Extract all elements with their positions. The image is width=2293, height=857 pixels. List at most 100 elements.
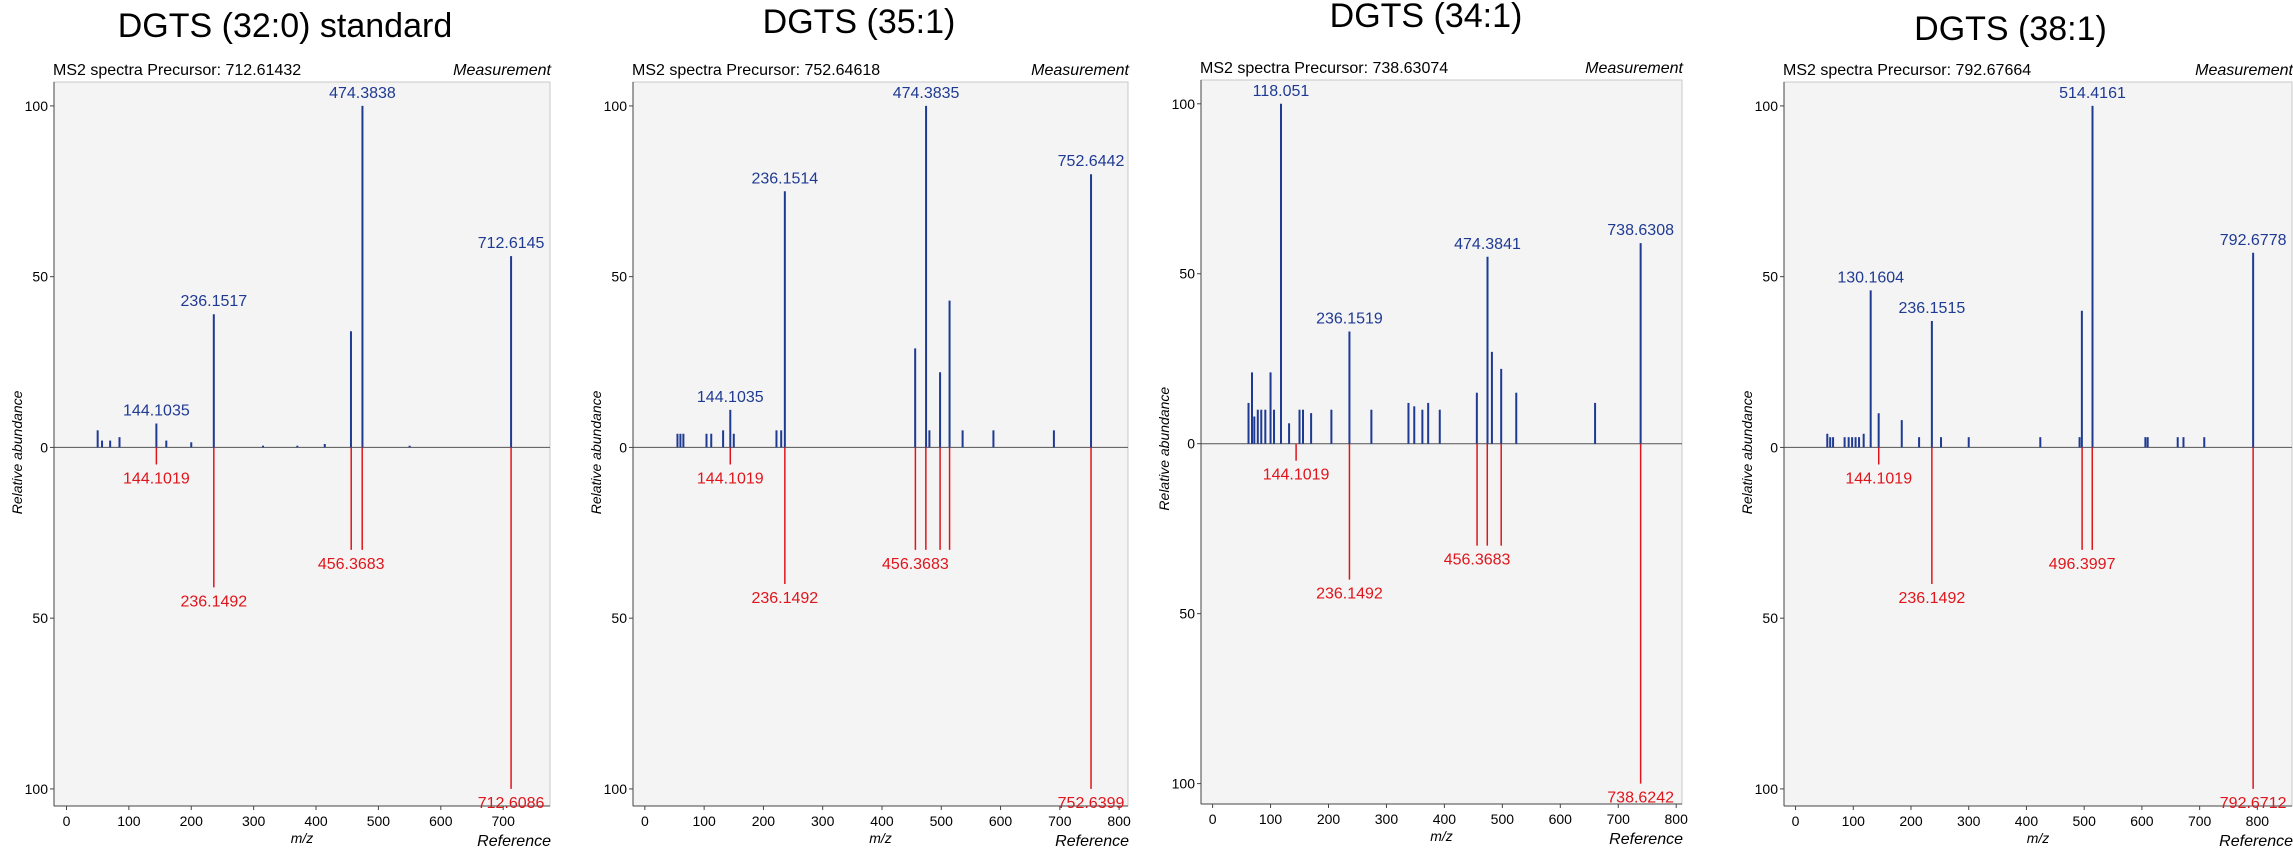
measurement-label: Measurement [2195, 62, 2293, 79]
y-axis-label: Relative abundance [1739, 390, 1755, 514]
x-tick-label: 100 [1259, 811, 1283, 827]
y-tick-label: 50 [32, 610, 48, 626]
panel-title: DGTS (38:1) [1914, 10, 2107, 48]
reference-peak-label: 456.3683 [318, 556, 385, 573]
measurement-peak-label: 792.6778 [2220, 232, 2287, 249]
x-axis-label: m/z [2027, 830, 2050, 846]
x-tick-label: 600 [429, 813, 453, 829]
y-axis-label: Relative abundance [9, 390, 25, 514]
measurement-peak-label: 752.6442 [1058, 153, 1125, 170]
x-tick-label: 400 [304, 813, 328, 829]
x-tick-label: 400 [870, 813, 894, 829]
y-tick-label: 100 [1172, 776, 1196, 792]
spectrum-panel-4: DGTS (38:1) MS2 spectra Precursor: 792.6… [1728, 0, 2293, 857]
x-tick-label: 100 [692, 813, 716, 829]
y-tick-label: 50 [1762, 610, 1778, 626]
x-tick-label: 300 [1375, 811, 1399, 827]
y-tick-label: 50 [1762, 269, 1778, 285]
y-axis-label: Relative abundance [1156, 387, 1172, 511]
panel-title: DGTS (34:1) [1329, 0, 1523, 35]
reference-peak-label: 236.1492 [1899, 590, 1966, 607]
reference-peak-label: 792.6712 [2220, 795, 2287, 812]
measurement-label: Measurement [1031, 62, 1129, 79]
y-tick-label: 100 [1755, 781, 1779, 797]
plot-area [1783, 81, 2293, 807]
y-tick-label: 0 [619, 439, 627, 455]
reference-peak-label: 144.1019 [697, 470, 764, 487]
precursor-label: MS2 spectra Precursor: 738.63074 [1200, 60, 1448, 77]
precursor-label: MS2 spectra Precursor: 752.64618 [632, 62, 880, 79]
measurement-peak-label: 130.1604 [1837, 269, 1904, 286]
x-tick-label: 100 [117, 813, 141, 829]
reference-peak-label: 144.1019 [1263, 467, 1330, 484]
panel-title: DGTS (35:1) [762, 3, 956, 41]
x-tick-label: 600 [2130, 813, 2154, 829]
x-tick-label: 800 [1665, 811, 1689, 827]
y-tick-label: 100 [604, 781, 628, 797]
spectrum-chart-3: MS2 spectra Precursor: 738.63074 Measurem… [1156, 60, 1689, 848]
spectrum-panel-1: DGTS (32:0) standard MS2 spectra Precurs… [0, 0, 570, 857]
x-tick-label: 400 [2015, 813, 2039, 829]
x-axis-label: m/z [291, 830, 314, 846]
measurement-peak-label: 712.6145 [478, 235, 545, 252]
x-tick-label: 800 [2246, 813, 2270, 829]
measurement-peak-label: 738.6308 [1607, 222, 1674, 239]
y-tick-label: 100 [1172, 96, 1196, 112]
reference-peak-label: 752.6399 [1058, 795, 1125, 812]
y-tick-label: 0 [1770, 439, 1778, 455]
x-tick-label: 0 [641, 813, 649, 829]
x-tick-label: 400 [1433, 811, 1457, 827]
x-tick-label: 100 [1842, 813, 1866, 829]
reference-label: Reference [1609, 831, 1683, 848]
y-tick-label: 100 [25, 781, 49, 797]
reference-peak-label: 144.1019 [123, 470, 190, 487]
measurement-peak-label: 236.1515 [1899, 300, 1966, 317]
x-tick-label: 700 [2188, 813, 2212, 829]
y-tick-label: 100 [1755, 98, 1779, 114]
measurement-label: Measurement [453, 62, 551, 79]
reference-peak-label: 456.3683 [1444, 552, 1511, 569]
spectrum-chart-1: MS2 spectra Precursor: 712.61432 Measurem… [9, 62, 552, 850]
measurement-peak-label: 474.3835 [893, 85, 960, 102]
reference-label: Reference [2219, 833, 2293, 850]
y-tick-label: 100 [604, 98, 628, 114]
x-tick-label: 800 [1107, 813, 1131, 829]
x-tick-label: 200 [752, 813, 776, 829]
measurement-peak-label: 236.1517 [180, 293, 247, 310]
y-tick-label: 50 [1179, 266, 1195, 282]
reference-peak-label: 712.6086 [478, 795, 545, 812]
reference-peak-label: 738.6242 [1607, 790, 1674, 807]
measurement-peak-label: 144.1035 [123, 403, 190, 420]
measurement-peak-label: 514.4161 [2059, 85, 2126, 102]
measurement-peak-label: 118.051 [1253, 83, 1310, 100]
reference-peak-label: 236.1492 [751, 590, 818, 607]
reference-peak-label: 236.1492 [180, 593, 247, 610]
measurement-peak-label: 474.3841 [1454, 236, 1521, 253]
x-tick-label: 500 [930, 813, 954, 829]
x-tick-label: 600 [989, 813, 1013, 829]
x-tick-label: 500 [1491, 811, 1515, 827]
x-tick-label: 600 [1549, 811, 1573, 827]
measurement-label: Measurement [1585, 60, 1683, 77]
panel-title: DGTS (32:0) standard [117, 7, 453, 45]
x-tick-label: 300 [242, 813, 266, 829]
x-tick-label: 700 [492, 813, 516, 829]
y-axis-label: Relative abundance [588, 390, 604, 514]
y-tick-label: 50 [611, 269, 627, 285]
y-tick-label: 0 [1187, 436, 1195, 452]
spectrum-panel-2: DGTS (35:1) MS2 spectra Precursor: 752.6… [576, 0, 1142, 857]
x-tick-label: 200 [1317, 811, 1341, 827]
x-axis-label: m/z [869, 830, 892, 846]
plot-area [53, 81, 551, 807]
x-tick-label: 700 [1048, 813, 1072, 829]
y-tick-label: 50 [1179, 606, 1195, 622]
precursor-label: MS2 spectra Precursor: 712.61432 [53, 62, 301, 79]
y-tick-label: 100 [25, 98, 49, 114]
reference-peak-label: 236.1492 [1316, 586, 1383, 603]
x-tick-label: 500 [2073, 813, 2097, 829]
x-tick-label: 500 [367, 813, 391, 829]
reference-label: Reference [1055, 833, 1129, 850]
precursor-label: MS2 spectra Precursor: 792.67664 [1783, 62, 2031, 79]
x-tick-label: 200 [1899, 813, 1923, 829]
spectrum-chart-2: MS2 spectra Precursor: 752.64618 Measurem… [588, 62, 1131, 850]
